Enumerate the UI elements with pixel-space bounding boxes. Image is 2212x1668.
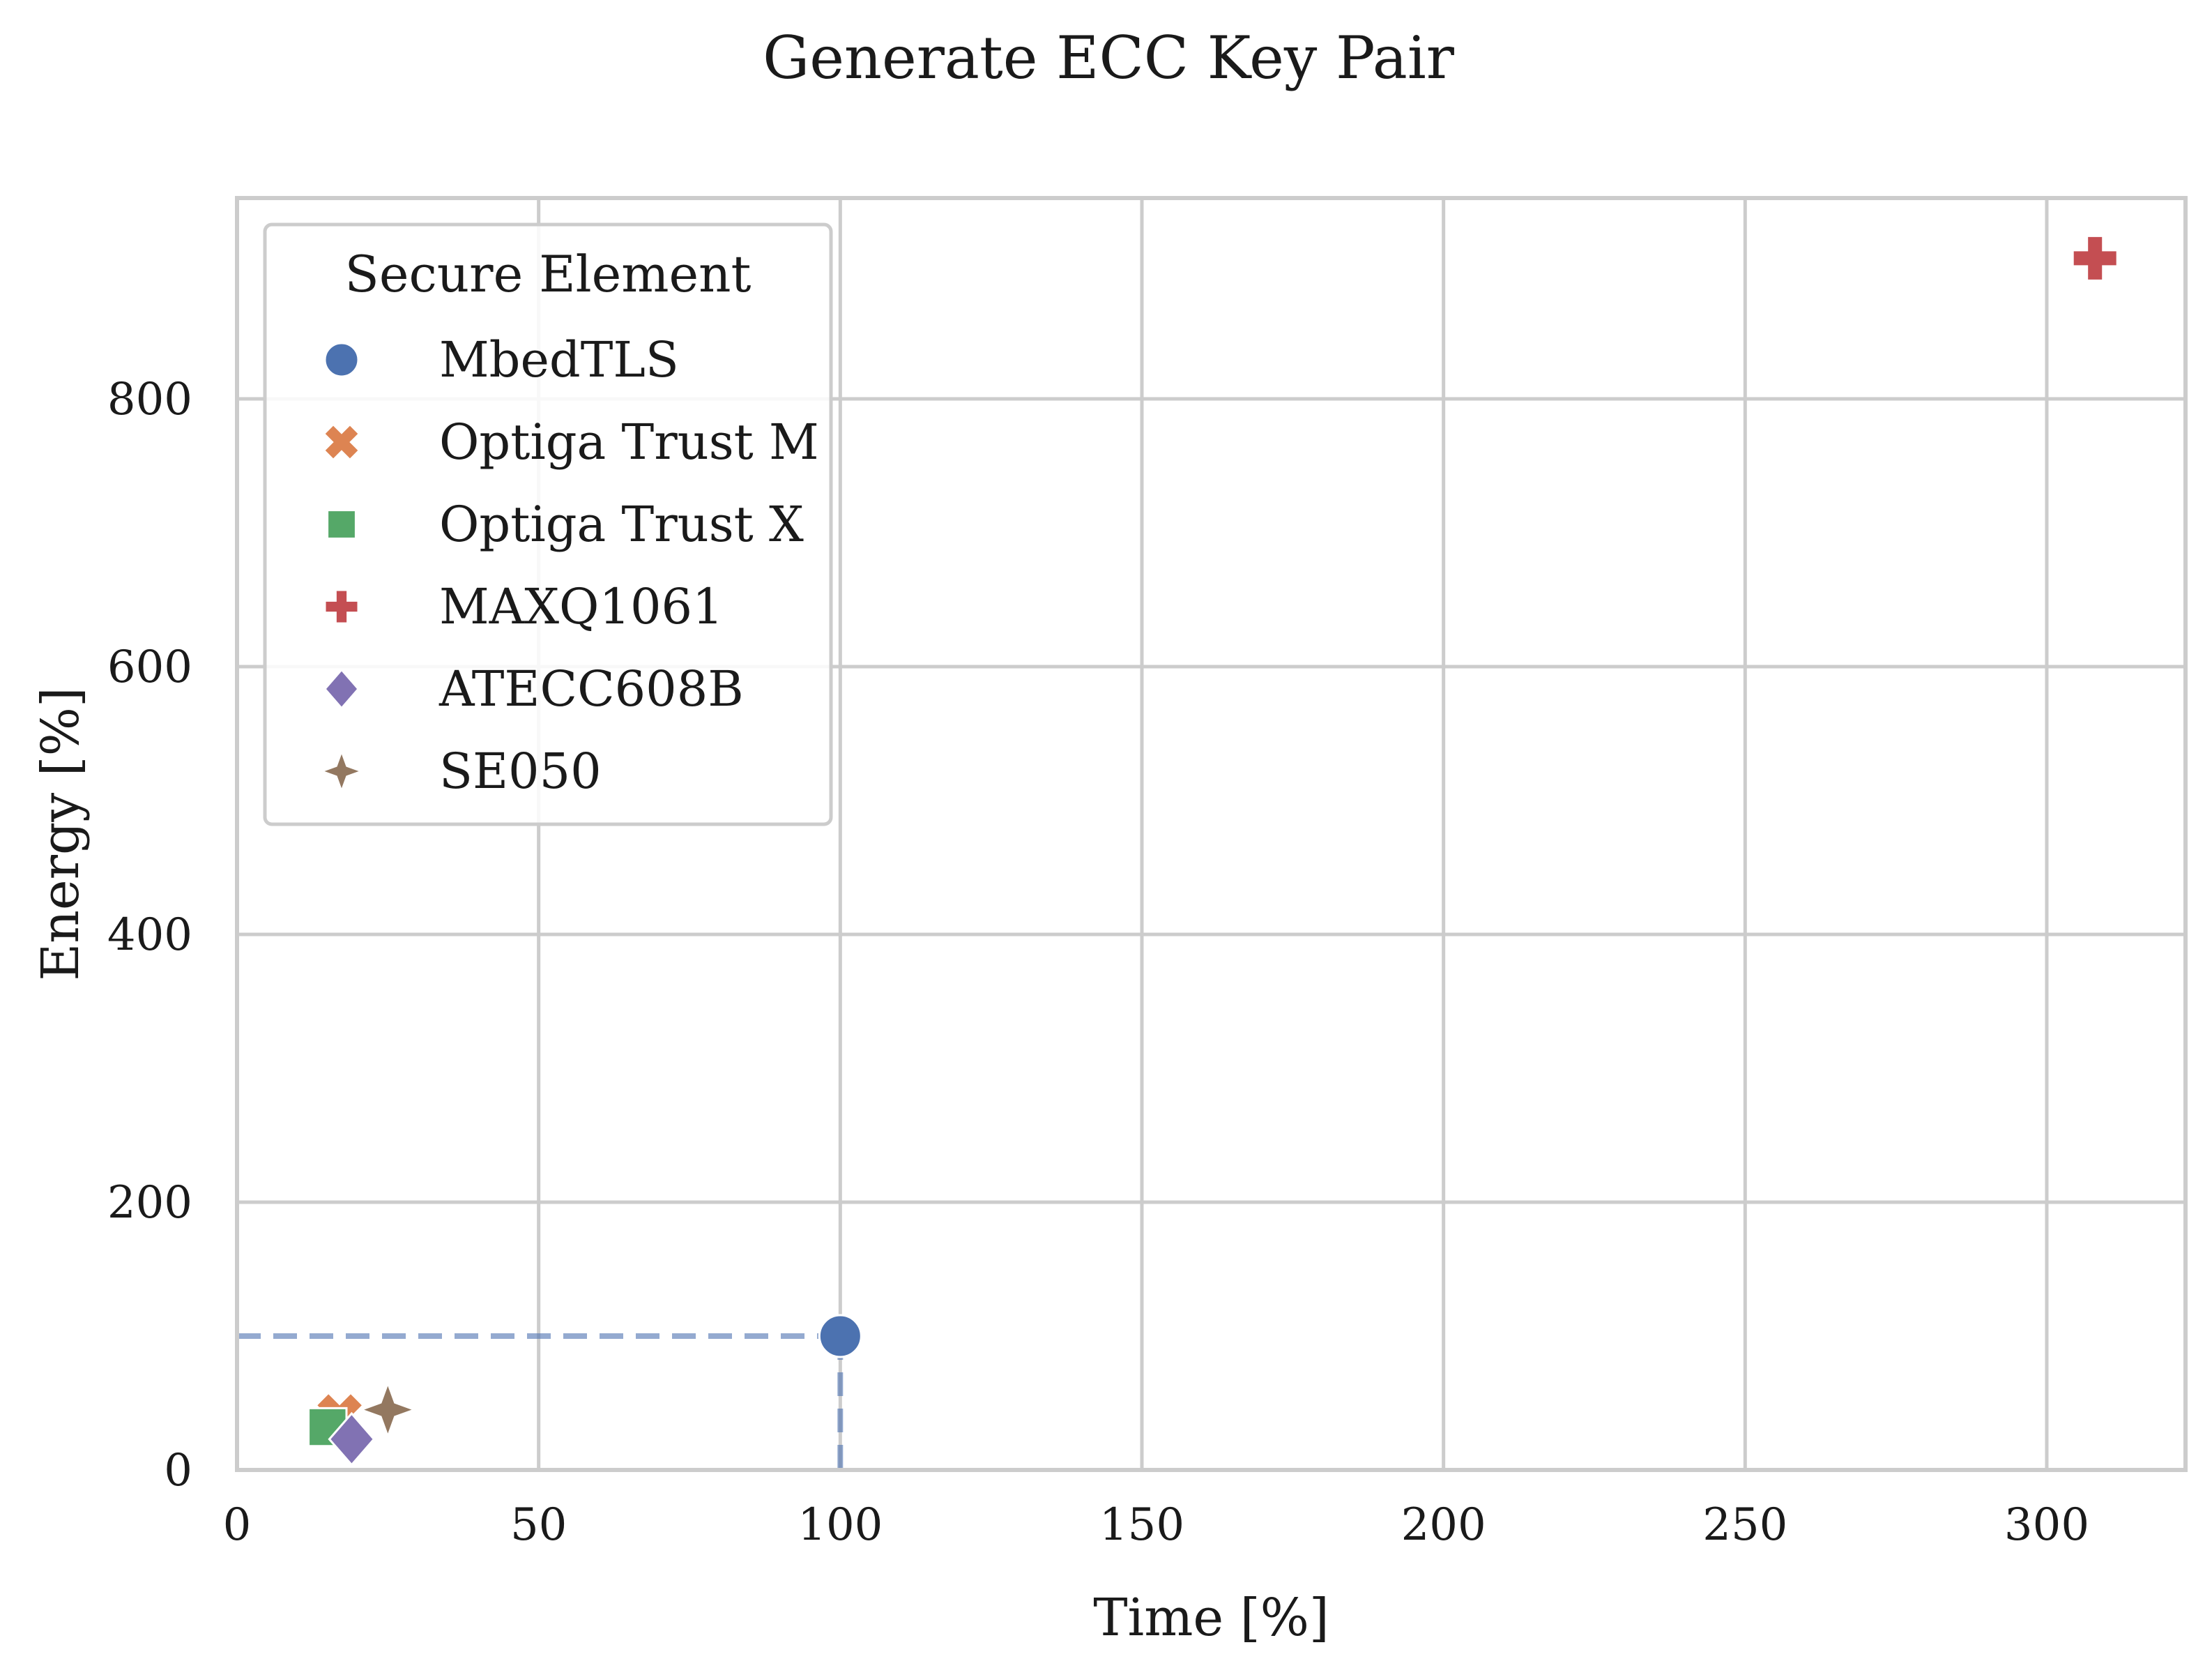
legend-label-atecc608b: ATECC608B [438, 660, 744, 718]
legend-label-optiga-trust-x: Optiga Trust X [439, 496, 804, 553]
x-tick-label: 0 [223, 1499, 252, 1551]
legend-marker-maxq1061 [323, 589, 360, 625]
x-tick-label: 300 [2004, 1499, 2089, 1551]
reference-lines [237, 1333, 844, 1470]
legend-marker-mbedtls [323, 342, 360, 378]
legend-marker-atecc608b [323, 668, 360, 710]
plot-frame [235, 196, 2188, 1472]
x-tick-label: 50 [510, 1499, 567, 1551]
legend-label-maxq1061: MAXQ1061 [439, 578, 724, 635]
legend-label-se050: SE050 [439, 743, 602, 800]
x-tick-label: 250 [1702, 1499, 1787, 1551]
point-maxq1061 [2071, 234, 2119, 282]
legend-marker-se050 [318, 748, 365, 795]
data-points [307, 234, 2119, 1466]
x-tick-label: 200 [1401, 1499, 1486, 1551]
y-tick-label: 200 [107, 1177, 192, 1229]
legend-label-optiga-trust-m: Optiga Trust M [439, 414, 819, 471]
y-axis-label: Energy [%] [31, 687, 91, 981]
legend-marker-optiga-trust-x [326, 509, 357, 540]
point-atecc608b [328, 1411, 376, 1466]
legend-marker-optiga-trust-m [322, 423, 361, 462]
legend-label-mbedtls: MbedTLS [439, 331, 679, 388]
point-mbedtls [818, 1314, 862, 1358]
x-tick-label: 100 [798, 1499, 883, 1551]
y-tick-label: 0 [164, 1445, 192, 1496]
legend-title: Secure Element [345, 245, 752, 303]
x-axis-label: Time [%] [1093, 1588, 1329, 1648]
legend: Secure Element MbedTLS Optiga Trust M Opti… [263, 222, 833, 826]
y-tick-label: 800 [107, 374, 192, 425]
y-tick-label: 400 [107, 909, 192, 961]
tick-labels: 0 50 100 150 200 250 300 0 200 400 600 800 [107, 374, 2089, 1551]
y-tick-label: 600 [107, 642, 192, 693]
chart-title: Generate ECC Key Pair [763, 24, 1455, 92]
x-tick-label: 150 [1099, 1499, 1184, 1551]
point-se050 [358, 1379, 418, 1440]
legend-box [263, 222, 833, 826]
